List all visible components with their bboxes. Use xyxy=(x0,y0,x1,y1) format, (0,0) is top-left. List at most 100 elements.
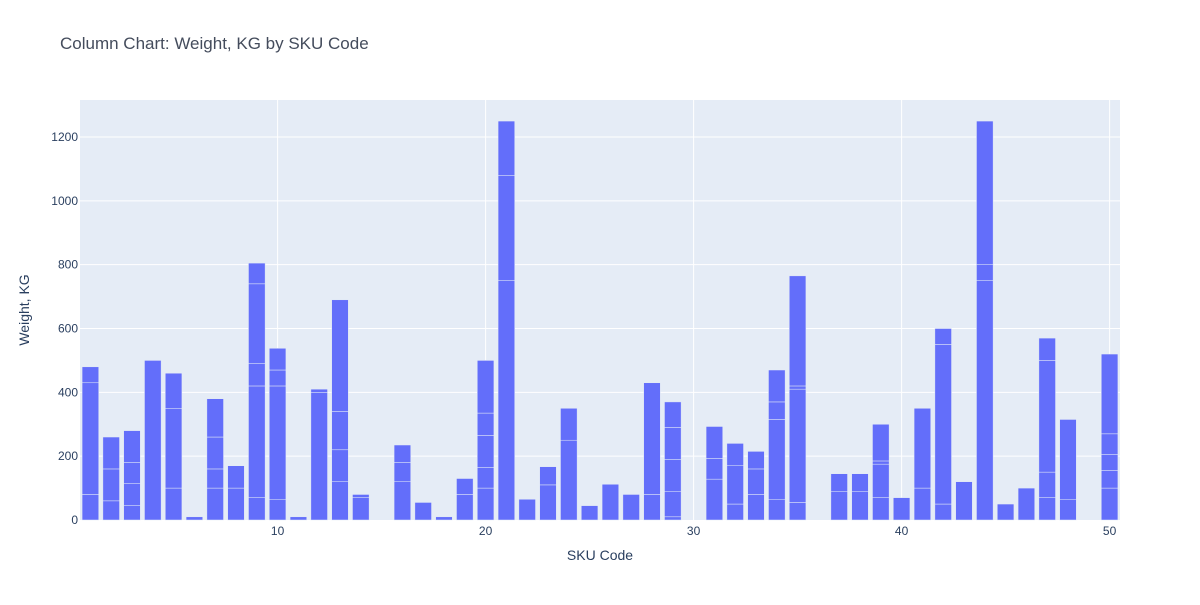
bar-segment[interactable] xyxy=(1101,487,1119,521)
bar-segment[interactable] xyxy=(393,462,411,482)
bar[interactable] xyxy=(289,516,307,521)
bar-segment[interactable] xyxy=(185,516,203,521)
bar-segment[interactable] xyxy=(1038,471,1056,498)
bar-segment[interactable] xyxy=(830,473,848,492)
bar-segment[interactable] xyxy=(664,401,682,428)
bar-segment[interactable] xyxy=(664,459,682,492)
bar[interactable] xyxy=(414,502,432,521)
bar-segment[interactable] xyxy=(477,412,495,436)
bar-segment[interactable] xyxy=(539,484,557,521)
bar-segment[interactable] xyxy=(81,382,99,495)
bar[interactable] xyxy=(81,366,99,521)
bar[interactable] xyxy=(768,369,786,521)
bar-segment[interactable] xyxy=(331,299,349,412)
bar[interactable] xyxy=(913,408,931,521)
bar-segment[interactable] xyxy=(622,494,640,521)
bar-segment[interactable] xyxy=(206,436,224,470)
bar-segment[interactable] xyxy=(81,494,99,521)
bar[interactable] xyxy=(102,436,120,521)
bar-segment[interactable] xyxy=(497,175,515,281)
bar-segment[interactable] xyxy=(789,275,807,387)
bar-segment[interactable] xyxy=(1059,499,1077,521)
bar[interactable] xyxy=(518,499,536,521)
bar[interactable] xyxy=(227,465,245,521)
bar-segment[interactable] xyxy=(331,481,349,521)
bar-segment[interactable] xyxy=(477,487,495,521)
bar-segment[interactable] xyxy=(664,516,682,521)
bar-segment[interactable] xyxy=(227,487,245,521)
bar-segment[interactable] xyxy=(851,491,869,521)
bar[interactable] xyxy=(248,262,266,521)
bar-segment[interactable] xyxy=(913,408,931,489)
bar-segment[interactable] xyxy=(310,388,328,393)
bar-segment[interactable] xyxy=(206,398,224,438)
bar[interactable] xyxy=(705,426,723,521)
bar-segment[interactable] xyxy=(726,503,744,521)
bar-segment[interactable] xyxy=(997,503,1015,521)
bar[interactable] xyxy=(955,481,973,521)
bar-segment[interactable] xyxy=(289,516,307,521)
bar[interactable] xyxy=(206,398,224,521)
bar-segment[interactable] xyxy=(248,283,266,364)
bar[interactable] xyxy=(269,348,287,521)
bar[interactable] xyxy=(581,505,599,521)
bar[interactable] xyxy=(310,388,328,521)
bar-segment[interactable] xyxy=(165,372,183,409)
bar[interactable] xyxy=(123,430,141,521)
bar-segment[interactable] xyxy=(352,497,370,521)
bar-segment[interactable] xyxy=(248,262,266,285)
bar-segment[interactable] xyxy=(1101,433,1119,455)
bar-segment[interactable] xyxy=(269,385,287,500)
bar-segment[interactable] xyxy=(768,369,786,403)
bar[interactable] xyxy=(393,444,411,521)
bar-segment[interactable] xyxy=(872,497,890,521)
bar-segment[interactable] xyxy=(747,451,765,470)
bar-segment[interactable] xyxy=(893,497,911,521)
bar-segment[interactable] xyxy=(477,360,495,414)
bar[interactable] xyxy=(1017,487,1035,521)
bar-segment[interactable] xyxy=(1038,497,1056,521)
bar-segment[interactable] xyxy=(123,505,141,521)
bar-segment[interactable] xyxy=(477,467,495,489)
bar-segment[interactable] xyxy=(789,385,807,390)
bar-segment[interactable] xyxy=(768,499,786,521)
bar-segment[interactable] xyxy=(664,427,682,460)
bar-segment[interactable] xyxy=(497,120,515,176)
bar-segment[interactable] xyxy=(102,500,120,521)
bar-segment[interactable] xyxy=(414,502,432,521)
bar-segment[interactable] xyxy=(477,435,495,468)
bar[interactable] xyxy=(560,408,578,521)
bar-segment[interactable] xyxy=(789,388,807,503)
bar-segment[interactable] xyxy=(331,449,349,482)
bar[interactable] xyxy=(539,466,557,521)
bar[interactable] xyxy=(497,120,515,521)
bar-segment[interactable] xyxy=(747,494,765,521)
bar-segment[interactable] xyxy=(851,473,869,492)
bar-segment[interactable] xyxy=(726,443,744,466)
bar-segment[interactable] xyxy=(768,401,786,420)
bar[interactable] xyxy=(185,516,203,521)
bar-segment[interactable] xyxy=(872,424,890,462)
bar[interactable] xyxy=(144,360,162,521)
bar-segment[interactable] xyxy=(1017,487,1035,521)
bar-segment[interactable] xyxy=(976,120,994,265)
bar-segment[interactable] xyxy=(165,487,183,521)
bar-segment[interactable] xyxy=(227,465,245,489)
bar[interactable] xyxy=(1038,337,1056,521)
bar-segment[interactable] xyxy=(976,280,994,521)
bar[interactable] xyxy=(893,497,911,521)
bar[interactable] xyxy=(872,424,890,521)
bar-segment[interactable] xyxy=(206,468,224,489)
bar[interactable] xyxy=(789,275,807,521)
bar-segment[interactable] xyxy=(331,411,349,451)
bar-segment[interactable] xyxy=(456,478,474,495)
bar[interactable] xyxy=(435,516,453,521)
bar-segment[interactable] xyxy=(206,487,224,521)
bar-segment[interactable] xyxy=(934,503,952,521)
bar-segment[interactable] xyxy=(560,408,578,441)
bar-segment[interactable] xyxy=(144,360,162,521)
bar-segment[interactable] xyxy=(1101,454,1119,471)
bar[interactable] xyxy=(934,328,952,521)
bar-segment[interactable] xyxy=(1101,470,1119,489)
bar-segment[interactable] xyxy=(934,328,952,345)
